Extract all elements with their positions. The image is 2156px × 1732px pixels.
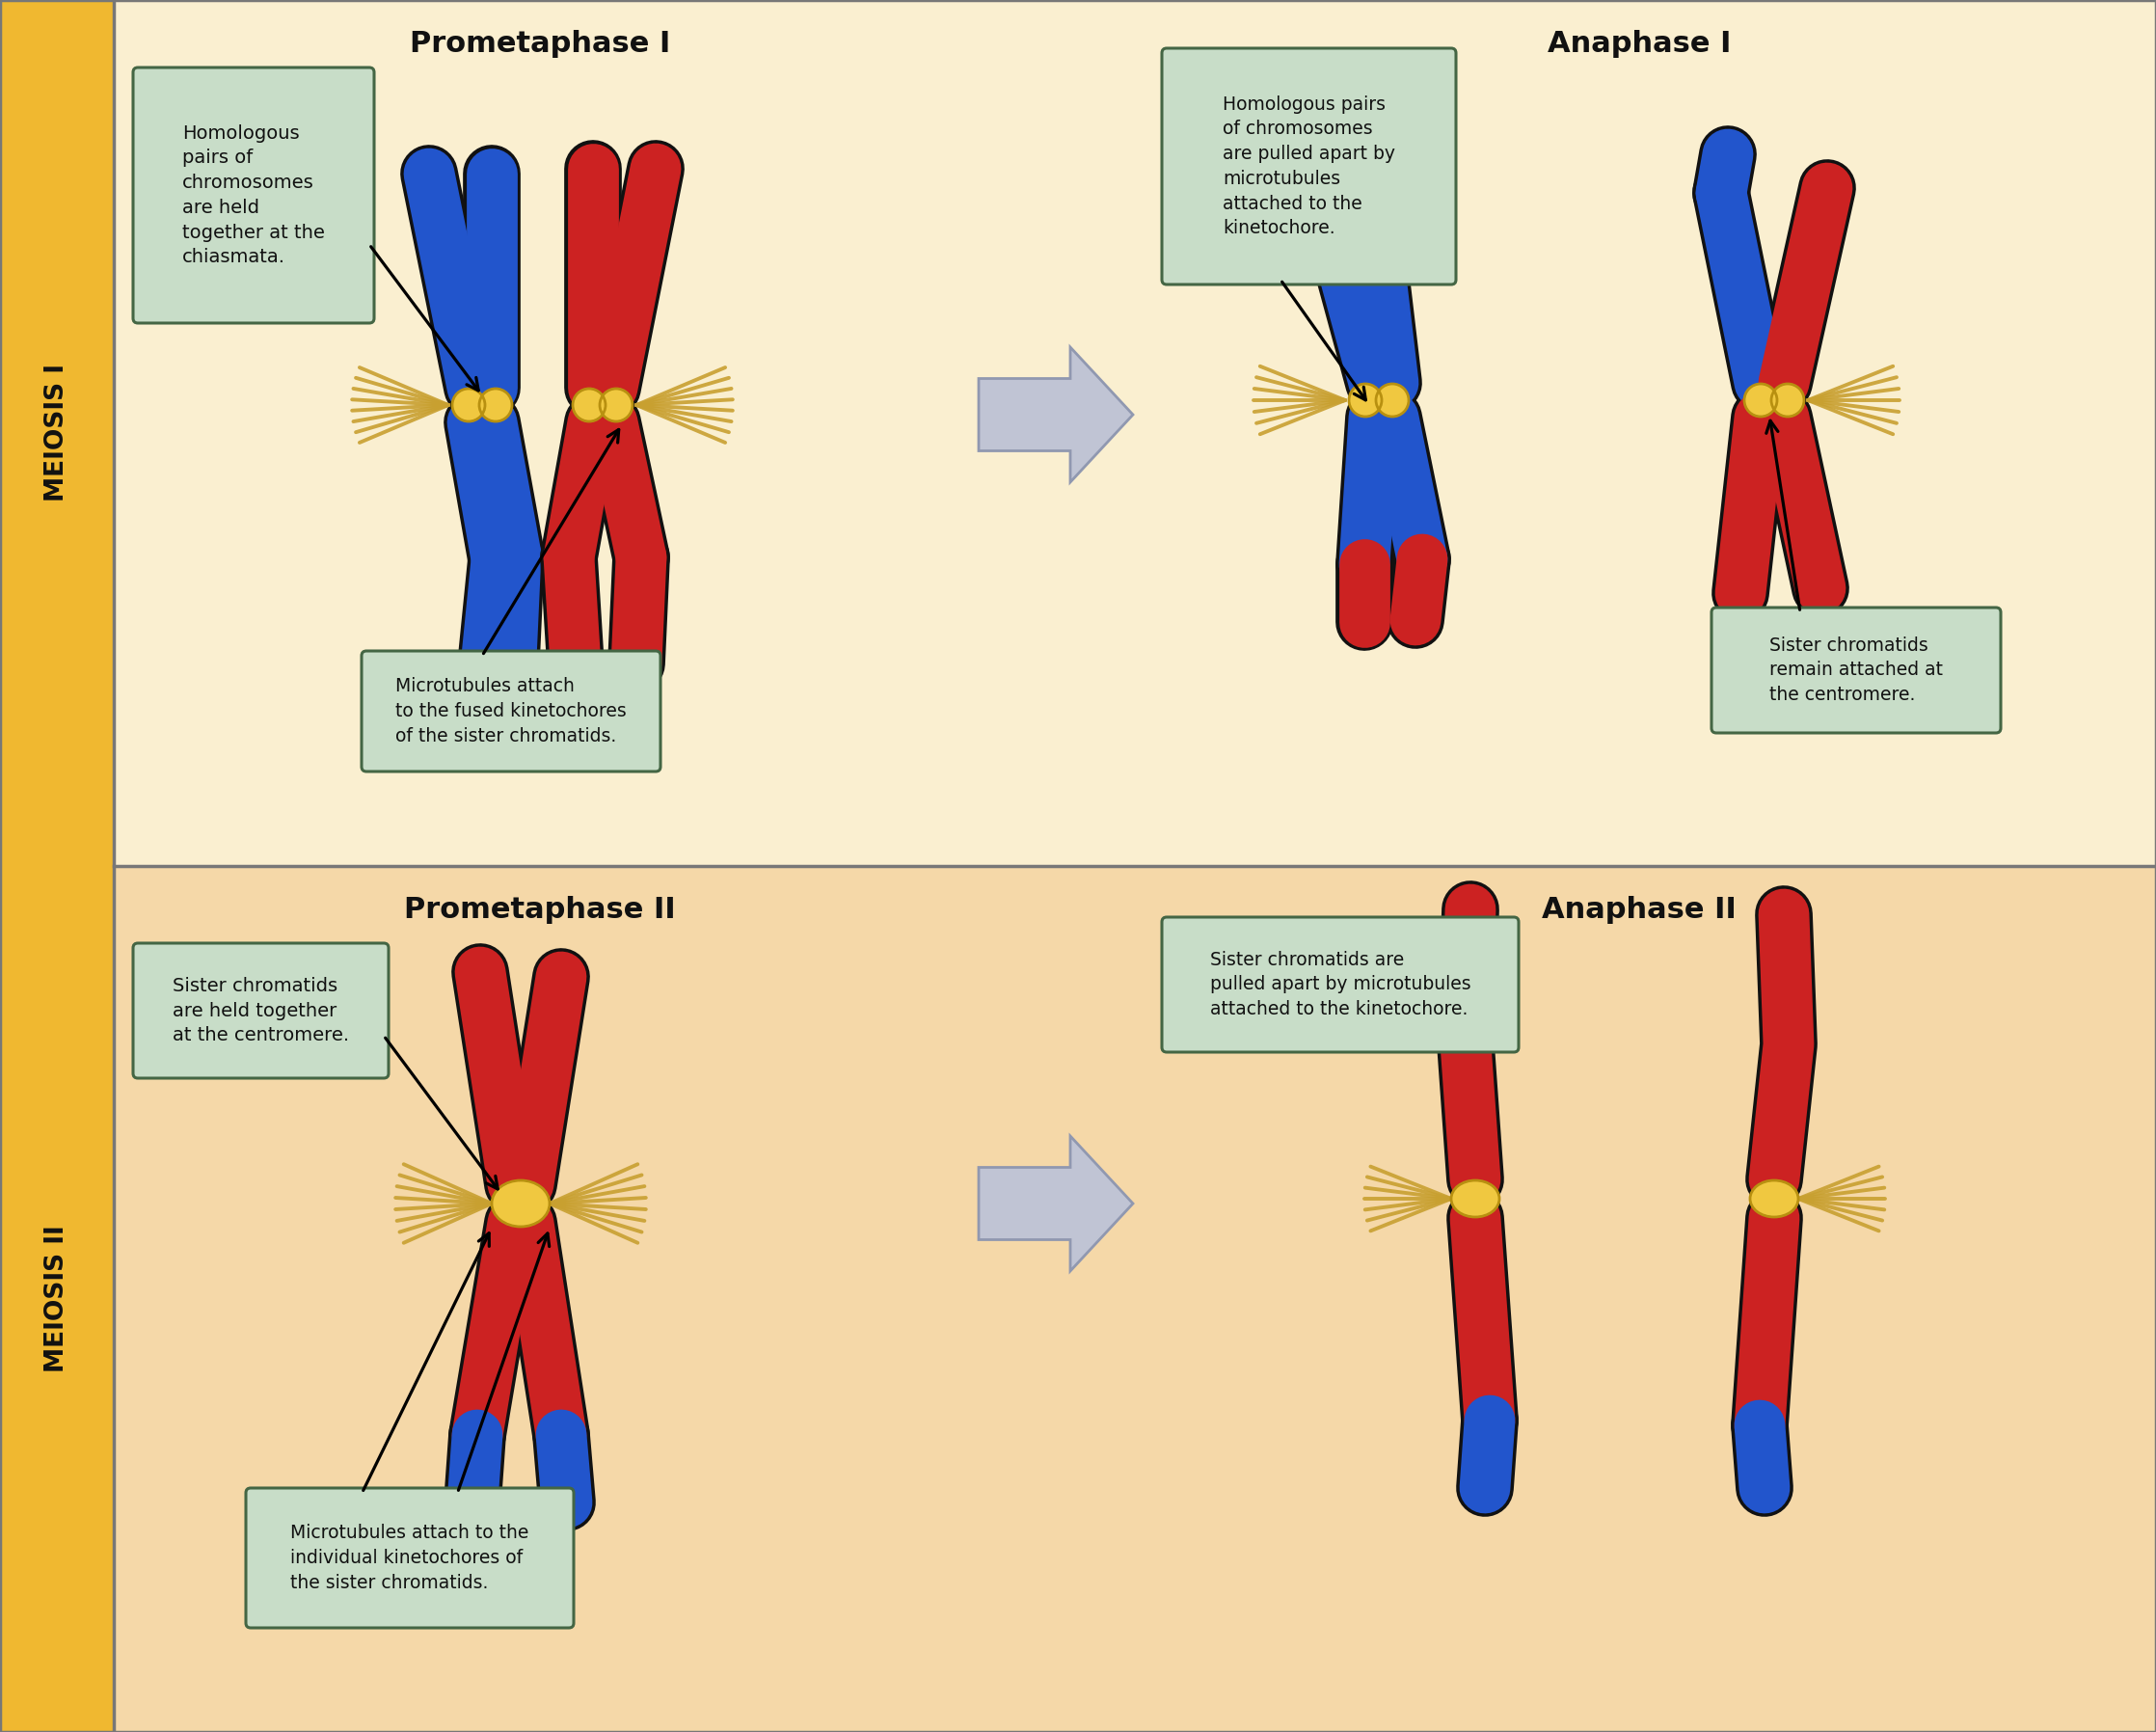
FancyBboxPatch shape	[1162, 48, 1455, 284]
Text: MEIOSIS II: MEIOSIS II	[45, 1225, 69, 1373]
Text: Prometaphase I: Prometaphase I	[410, 29, 671, 57]
Text: Microtubules attach to the
individual kinetochores of
the sister chromatids.: Microtubules attach to the individual ki…	[291, 1524, 528, 1592]
Circle shape	[453, 388, 485, 421]
Ellipse shape	[1751, 1181, 1798, 1218]
Text: MEIOSIS I: MEIOSIS I	[45, 364, 69, 502]
Text: Sister chromatids
remain attached at
the centromere.: Sister chromatids remain attached at the…	[1770, 636, 1943, 705]
Circle shape	[1376, 385, 1408, 417]
Ellipse shape	[492, 1181, 550, 1226]
FancyBboxPatch shape	[246, 1488, 573, 1628]
FancyArrow shape	[979, 346, 1132, 481]
Polygon shape	[114, 0, 2156, 866]
FancyBboxPatch shape	[1712, 608, 2001, 733]
FancyBboxPatch shape	[134, 68, 375, 324]
Circle shape	[1772, 385, 1805, 417]
Circle shape	[1744, 385, 1777, 417]
Text: Microtubules attach
to the fused kinetochores
of the sister chromatids.: Microtubules attach to the fused kinetoc…	[395, 677, 627, 745]
Text: Prometaphase II: Prometaphase II	[403, 895, 675, 923]
FancyArrow shape	[979, 1136, 1132, 1271]
FancyBboxPatch shape	[1162, 918, 1518, 1051]
Text: Homologous pairs
of chromosomes
are pulled apart by
microtubules
attached to the: Homologous pairs of chromosomes are pull…	[1222, 95, 1395, 237]
FancyBboxPatch shape	[134, 944, 388, 1077]
Polygon shape	[114, 866, 2156, 1732]
Text: Homologous
pairs of
chromosomes
are held
together at the
chiasmata.: Homologous pairs of chromosomes are held…	[183, 125, 326, 267]
FancyBboxPatch shape	[362, 651, 660, 771]
Ellipse shape	[1451, 1181, 1498, 1218]
Circle shape	[599, 388, 632, 421]
Circle shape	[479, 388, 511, 421]
Circle shape	[1350, 385, 1382, 417]
Text: Sister chromatids are
pulled apart by microtubules
attached to the kinetochore.: Sister chromatids are pulled apart by mi…	[1210, 951, 1470, 1018]
Text: Anaphase II: Anaphase II	[1542, 895, 1736, 923]
Polygon shape	[0, 866, 114, 1732]
Text: Sister chromatids
are held together
at the centromere.: Sister chromatids are held together at t…	[172, 977, 349, 1044]
Text: Anaphase I: Anaphase I	[1548, 29, 1731, 57]
Circle shape	[573, 388, 606, 421]
Polygon shape	[0, 0, 114, 866]
